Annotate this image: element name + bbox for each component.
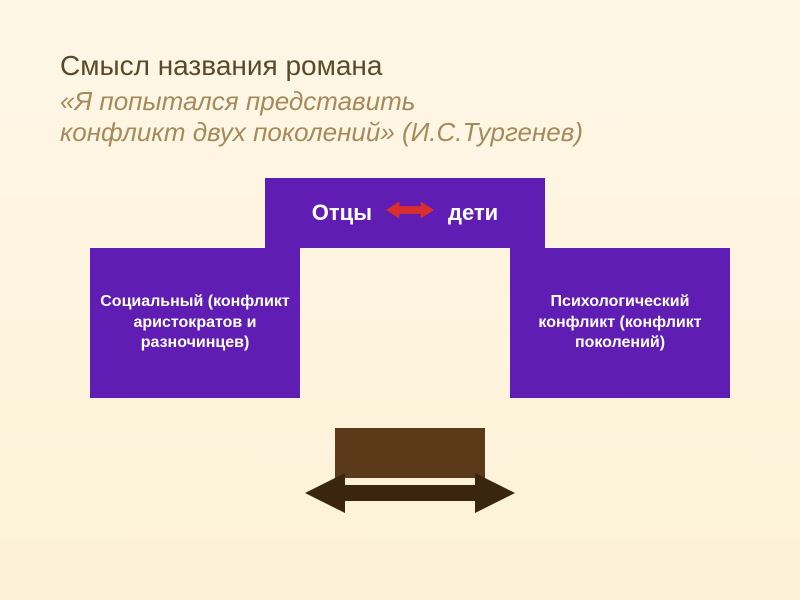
right-box-text: Психологический конфликт (конфликт покол… <box>520 292 720 354</box>
left-box: Социальный (конфликт аристократов и разн… <box>90 248 300 398</box>
right-box: Психологический конфликт (конфликт покол… <box>510 248 730 398</box>
title-line-1: Смысл названия романа <box>60 50 740 82</box>
double-arrow-red-icon <box>386 199 434 227</box>
title-line-3: конфликт двух поколений» (И.С.Тургенев) <box>60 117 740 148</box>
top-left-label: Отцы <box>312 200 372 226</box>
diagram-container: Отцы дети Социальный (конфликт аристокра… <box>0 178 800 558</box>
bottom-box <box>335 428 485 478</box>
double-arrow-dark-icon <box>305 473 515 513</box>
title-line-2: «Я попытался представить <box>60 86 740 117</box>
top-right-label: дети <box>448 200 498 226</box>
left-box-text: Социальный (конфликт аристократов и разн… <box>100 292 290 354</box>
top-box: Отцы дети <box>265 178 545 248</box>
title-block: Смысл названия романа «Я попытался предс… <box>0 0 800 148</box>
